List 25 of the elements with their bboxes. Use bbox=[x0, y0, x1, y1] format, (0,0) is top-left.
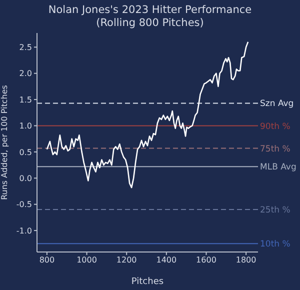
x-tick-label: 1600 bbox=[196, 256, 216, 265]
ref-line-label: 10th % bbox=[260, 240, 290, 250]
x-tick-label: 800 bbox=[39, 256, 55, 265]
chart-subtitle: (Rolling 800 Pitches) bbox=[95, 17, 205, 30]
y-tick-label: 0.5 bbox=[19, 148, 32, 157]
ref-line-label: 25th % bbox=[260, 206, 290, 216]
y-tick-label: 1.5 bbox=[19, 95, 32, 104]
x-tick-label: 1000 bbox=[76, 256, 97, 265]
x-tick-label: 1400 bbox=[156, 256, 177, 265]
x-tick-label: 1800 bbox=[236, 256, 256, 265]
x-tick-label: 1200 bbox=[116, 256, 137, 265]
y-tick-label: 0.0 bbox=[19, 174, 32, 183]
line-series bbox=[46, 41, 249, 188]
ref-line-label: Szn Avg bbox=[260, 99, 294, 110]
ref-line-label: MLB Avg bbox=[260, 162, 296, 173]
y-tick-label: 2.0 bbox=[19, 69, 32, 78]
y-tick-label: -0.5 bbox=[16, 200, 32, 210]
y-tick-label: -1.0 bbox=[16, 226, 32, 236]
x-axis-title: Pitches bbox=[131, 277, 164, 287]
y-tick-label: 1.0 bbox=[19, 122, 32, 131]
y-axis-title: Runs Added, per 100 Pitches bbox=[0, 85, 9, 200]
y-tick-label: 2.5 bbox=[19, 42, 32, 52]
ref-line-label: 90th % bbox=[260, 122, 290, 132]
ref-line-label: 75th % bbox=[260, 144, 290, 154]
chart-title: Nolan Jones's 2023 Hitter Performance bbox=[47, 4, 253, 17]
